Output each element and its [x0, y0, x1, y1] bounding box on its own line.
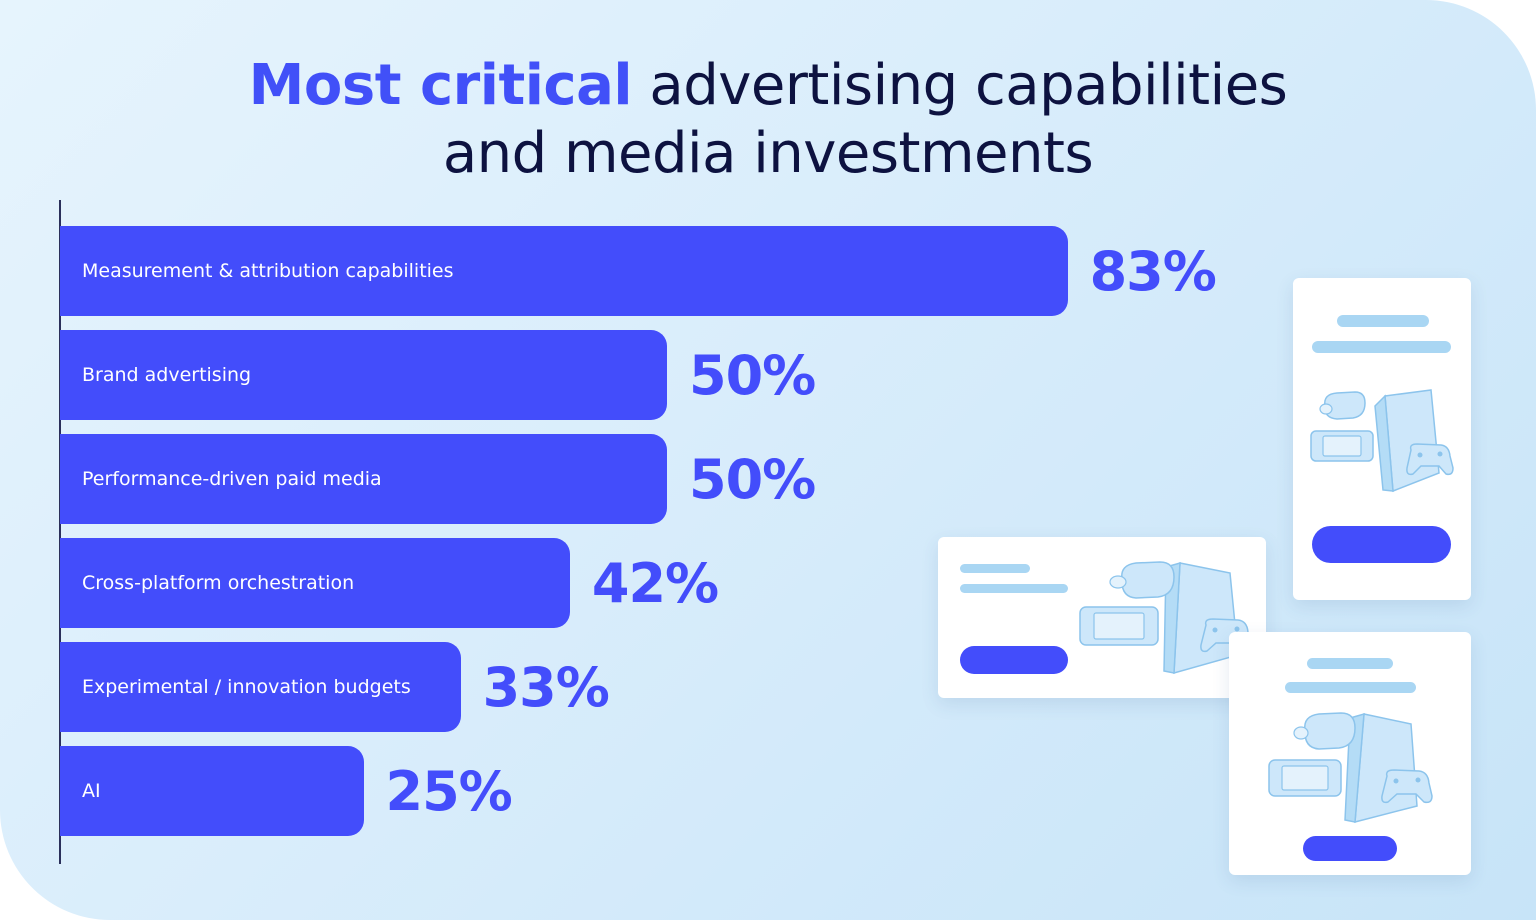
- title-line-1: Most critical advertising capabilities: [0, 52, 1536, 120]
- bar-label-performance-paid-media: Performance-driven paid media: [82, 468, 382, 490]
- handheld-console-icon: [1268, 759, 1342, 797]
- title-line-1-rest: advertising capabilities: [649, 53, 1288, 118]
- game-console-icon: [1344, 712, 1418, 823]
- card-cta-button: [1303, 836, 1397, 861]
- card-cta-button: [1312, 526, 1451, 563]
- bar-performance-paid-media: Performance-driven paid media: [60, 434, 667, 524]
- vr-headset-icon: [1293, 712, 1356, 750]
- chart-title: Most critical advertising capabilities a…: [0, 52, 1536, 188]
- value-label-brand-advertising: 50%: [689, 344, 816, 407]
- value-label-performance-paid-media: 50%: [689, 448, 816, 511]
- bar-label-experimental-innovation: Experimental / innovation budgets: [82, 676, 411, 698]
- bar-measurement-attribution: Measurement & attribution capabilities: [60, 226, 1068, 316]
- bar-label-measurement-attribution: Measurement & attribution capabilities: [82, 260, 454, 282]
- card-text-line: [960, 564, 1030, 573]
- game-console-icon: [1163, 561, 1239, 675]
- value-label-cross-platform: 42%: [591, 552, 719, 615]
- title-highlight: Most critical: [248, 53, 633, 118]
- card-text-line: [1312, 341, 1451, 353]
- title-line-2: and media investments: [442, 121, 1094, 186]
- ad-card-vertical-bottom-graphic: [1268, 658, 1433, 861]
- bar-label-cross-platform: Cross-platform orchestration: [82, 572, 355, 594]
- ad-card-vertical-top-graphic: [1310, 315, 1454, 563]
- bar-label-ai: AI: [82, 780, 101, 802]
- card-text-line: [960, 584, 1068, 593]
- bar-cross-platform: Cross-platform orchestration: [60, 538, 570, 628]
- gamepad-icon: [1381, 769, 1433, 804]
- vr-headset-icon: [1109, 561, 1175, 599]
- y-axis-line: [59, 200, 61, 864]
- bar-experimental-innovation: Experimental / innovation budgets: [60, 642, 461, 732]
- bar-ai: AI: [60, 746, 364, 836]
- bar-brand-advertising: Brand advertising: [60, 330, 667, 420]
- game-console-icon: [1374, 389, 1440, 493]
- card-text-line: [1337, 315, 1429, 327]
- gamepad-icon: [1406, 443, 1454, 476]
- ad-card-vertical-bottom: [1229, 632, 1471, 875]
- value-label-ai: 25%: [385, 760, 513, 823]
- vr-headset-icon: [1319, 391, 1366, 420]
- handheld-console-icon: [1310, 430, 1374, 462]
- value-label-experimental-innovation: 33%: [482, 656, 610, 719]
- bar-label-brand-advertising: Brand advertising: [82, 364, 252, 386]
- card-text-line: [1307, 658, 1393, 669]
- ad-card-horizontal-graphic: [960, 561, 1252, 675]
- card-text-line: [1285, 682, 1416, 693]
- handheld-console-icon: [1079, 606, 1159, 646]
- ad-card-horizontal: [938, 537, 1266, 698]
- ad-card-vertical-top: [1293, 278, 1471, 600]
- value-label-measurement-attribution: 83%: [1089, 240, 1217, 303]
- card-cta-button: [960, 646, 1068, 674]
